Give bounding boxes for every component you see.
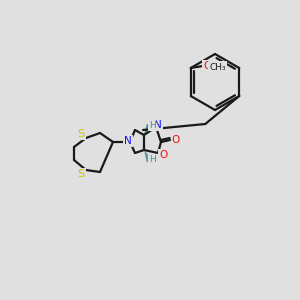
- Polygon shape: [144, 124, 151, 135]
- Text: S: S: [77, 129, 85, 139]
- Text: O: O: [172, 135, 180, 145]
- Text: CH₃: CH₃: [209, 62, 226, 71]
- Text: N: N: [154, 120, 162, 130]
- Text: O: O: [204, 61, 212, 71]
- Text: O: O: [159, 150, 167, 160]
- Text: H: H: [148, 155, 155, 164]
- Text: H: H: [148, 121, 155, 130]
- Text: S: S: [77, 169, 85, 179]
- Text: N: N: [124, 136, 132, 146]
